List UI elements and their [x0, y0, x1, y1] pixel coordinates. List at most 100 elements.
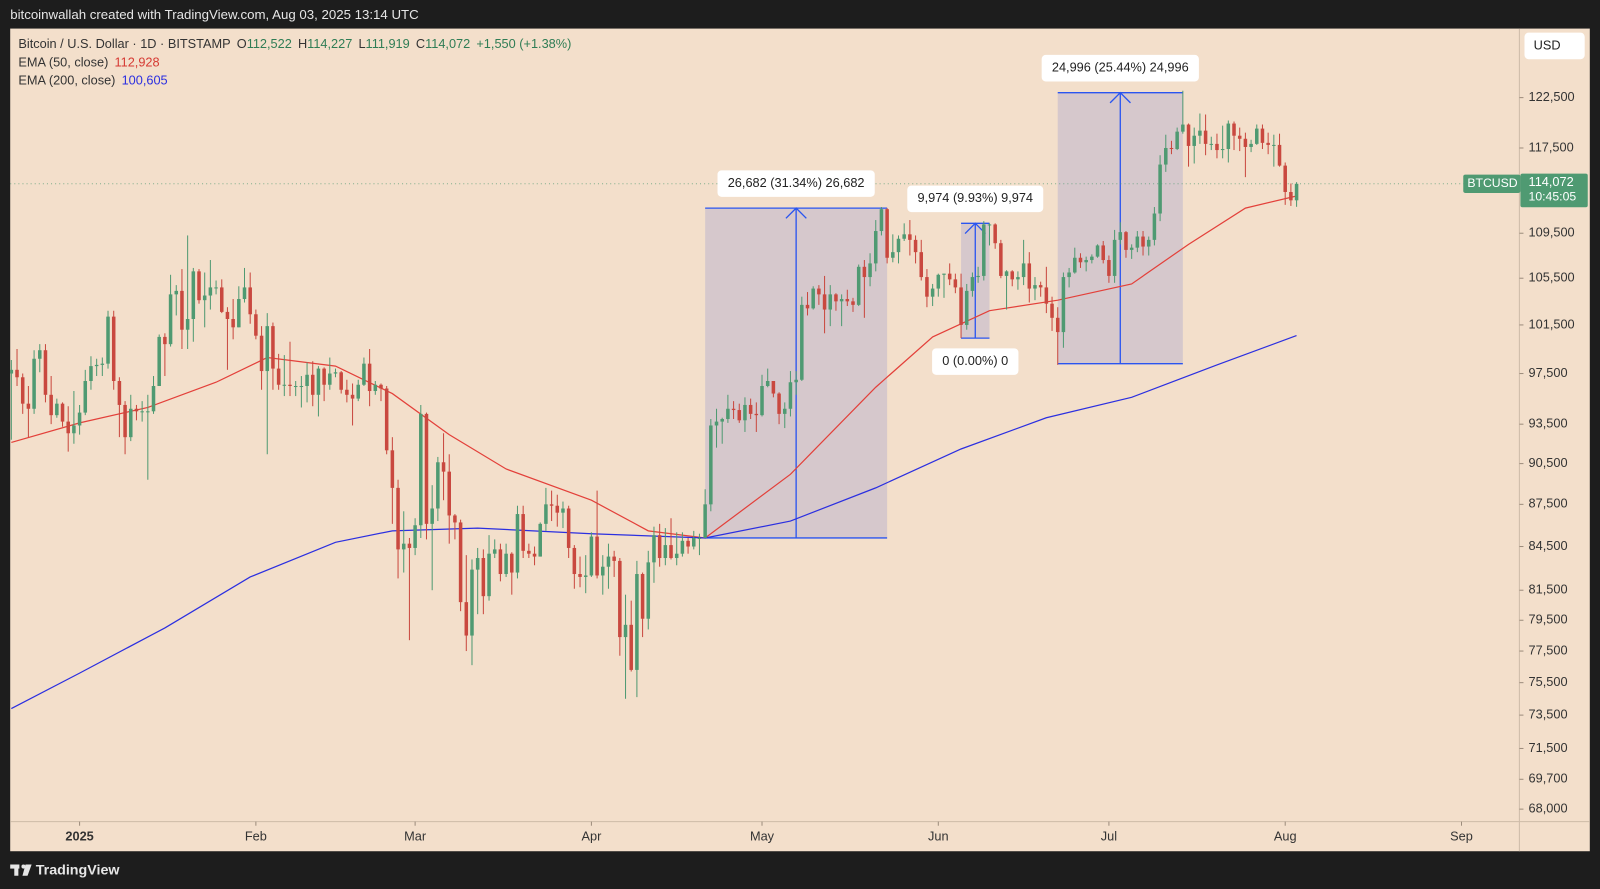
candle-body — [498, 549, 503, 575]
currency[interactable]: USD — [1534, 37, 1561, 52]
candle-body — [834, 294, 838, 302]
candle-body — [680, 540, 685, 554]
candle-body — [1294, 183, 1299, 201]
candle-body — [214, 287, 218, 289]
candle-body — [1175, 131, 1179, 150]
candle-body — [20, 377, 25, 404]
candle-body — [481, 558, 486, 597]
candle-body — [828, 294, 833, 310]
ema-value: 112,928 — [114, 55, 159, 70]
last-price-label: 114,072 — [1529, 174, 1574, 189]
candle-body — [1101, 245, 1105, 261]
candle-body — [754, 413, 759, 416]
candle-body — [703, 504, 707, 538]
candle-body — [242, 287, 247, 300]
candle-body — [856, 266, 861, 305]
candle-body — [692, 537, 696, 547]
candle-body — [1021, 263, 1026, 278]
candle-body — [111, 316, 116, 382]
candle-body — [1260, 128, 1265, 143]
candle-body — [601, 566, 605, 576]
candle-body — [1272, 144, 1276, 146]
candle-body — [976, 275, 980, 278]
candle-body — [475, 558, 480, 570]
candle-body — [1209, 143, 1214, 145]
candle-body — [384, 388, 389, 451]
candle-body — [83, 381, 88, 413]
currency-box[interactable] — [1524, 32, 1585, 60]
label-box — [1041, 54, 1199, 82]
candle-body — [652, 535, 656, 563]
candle-body — [942, 273, 946, 275]
candle-body — [174, 290, 179, 295]
candle-body — [902, 234, 906, 239]
candle-body — [129, 408, 133, 438]
candle-body — [60, 403, 65, 422]
candle-body — [1033, 285, 1037, 289]
brand: TradingView — [36, 862, 121, 878]
candle-body — [293, 386, 298, 388]
x-tick-label: Jul — [1101, 828, 1117, 843]
candle-body — [1084, 260, 1088, 263]
ema-name: EMA (200, close) — [18, 73, 115, 88]
candle-body — [731, 408, 736, 411]
candle-body — [487, 553, 491, 597]
candle-body — [390, 450, 395, 488]
candle-body — [396, 487, 400, 550]
candle-body — [299, 386, 304, 388]
candle-body — [555, 505, 560, 513]
ema-line — [11, 195, 1297, 539]
candle-body — [504, 553, 508, 575]
candle-body — [646, 562, 651, 619]
candle-body — [458, 522, 463, 603]
candle-body — [811, 288, 815, 309]
candle-body — [1215, 143, 1219, 151]
candle-body — [737, 410, 742, 421]
y-tick-label: 97,500 — [1529, 365, 1568, 380]
candle-body — [66, 421, 70, 434]
candle-body — [1038, 285, 1043, 288]
y-tick-label: 90,500 — [1529, 455, 1568, 470]
candle-body — [510, 553, 514, 573]
candle-body — [436, 462, 440, 509]
candle-body — [964, 290, 969, 325]
candle-body — [219, 287, 224, 312]
range-label: 9,974 (9.93%) 9,974 — [907, 185, 1044, 213]
candle-body — [663, 545, 668, 559]
candle-body — [1073, 257, 1077, 273]
candle-body — [868, 263, 872, 278]
candle-body — [49, 394, 53, 416]
candle-body — [1129, 247, 1134, 250]
candle-body — [669, 545, 673, 559]
candle-body — [168, 294, 173, 345]
candle-body — [527, 550, 531, 554]
candle-body — [629, 624, 633, 670]
ohlc-key: H — [298, 36, 307, 51]
candle-body — [999, 243, 1003, 276]
range-label: 24,996 (25.44%) 24,996 — [1041, 54, 1199, 82]
y-tick-label: 101,500 — [1529, 316, 1575, 331]
candle-body — [1289, 191, 1293, 201]
candle-body — [947, 273, 952, 280]
candle-body — [492, 549, 497, 554]
candle-body — [891, 252, 895, 258]
candle-body — [1277, 144, 1282, 166]
candle-body — [453, 515, 457, 523]
candle-body — [572, 547, 577, 575]
x-tick-label: 2025 — [65, 828, 93, 843]
candle-body — [987, 224, 992, 226]
candle-body — [913, 239, 918, 253]
candle-body — [896, 238, 901, 253]
y-tick-label: 84,500 — [1529, 538, 1568, 553]
candle-body — [817, 288, 821, 295]
symbol-label: BTCUSD — [1467, 176, 1517, 190]
candle-body — [191, 271, 196, 319]
candle-body — [123, 404, 127, 438]
candle-body — [982, 224, 986, 276]
candle-body — [26, 403, 31, 409]
candle-body — [333, 372, 338, 374]
candle-body — [322, 368, 326, 385]
legend-ema: EMA (50, close) 112,928 — [18, 55, 159, 70]
change: +1,550 (+1.38%) — [476, 36, 571, 51]
